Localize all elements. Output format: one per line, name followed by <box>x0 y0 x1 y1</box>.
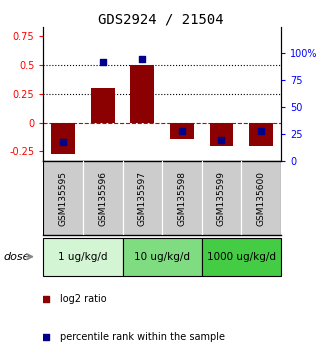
Text: GSM135600: GSM135600 <box>256 171 265 226</box>
Text: dose: dose <box>3 252 30 262</box>
Point <box>219 137 224 142</box>
Text: GSM135597: GSM135597 <box>138 171 147 226</box>
Bar <box>162 161 202 235</box>
Bar <box>202 161 241 235</box>
Bar <box>43 238 123 276</box>
Text: log2 ratio: log2 ratio <box>60 294 107 304</box>
Bar <box>210 122 233 146</box>
Point <box>61 139 66 144</box>
Text: GSM135595: GSM135595 <box>59 171 68 226</box>
Bar <box>43 161 83 235</box>
Bar <box>130 65 154 122</box>
Text: 10 ug/kg/d: 10 ug/kg/d <box>134 252 190 262</box>
Text: GDS2924 / 21504: GDS2924 / 21504 <box>98 12 223 27</box>
Bar <box>83 161 123 235</box>
Bar <box>51 122 75 154</box>
Point <box>258 128 264 134</box>
Bar <box>123 161 162 235</box>
Text: 1000 ug/kg/d: 1000 ug/kg/d <box>207 252 276 262</box>
Bar <box>91 88 115 122</box>
Point <box>100 59 105 65</box>
Text: 1 ug/kg/d: 1 ug/kg/d <box>58 252 108 262</box>
Point <box>179 128 185 134</box>
Text: GSM135599: GSM135599 <box>217 171 226 226</box>
Text: percentile rank within the sample: percentile rank within the sample <box>60 332 225 342</box>
Point <box>44 296 49 302</box>
Text: GSM135596: GSM135596 <box>98 171 107 226</box>
Bar <box>241 161 281 235</box>
Bar <box>123 238 202 276</box>
Bar <box>170 122 194 139</box>
Bar <box>249 122 273 146</box>
Point <box>140 56 145 62</box>
Point <box>44 335 49 340</box>
Bar <box>202 238 281 276</box>
Text: GSM135598: GSM135598 <box>178 171 187 226</box>
